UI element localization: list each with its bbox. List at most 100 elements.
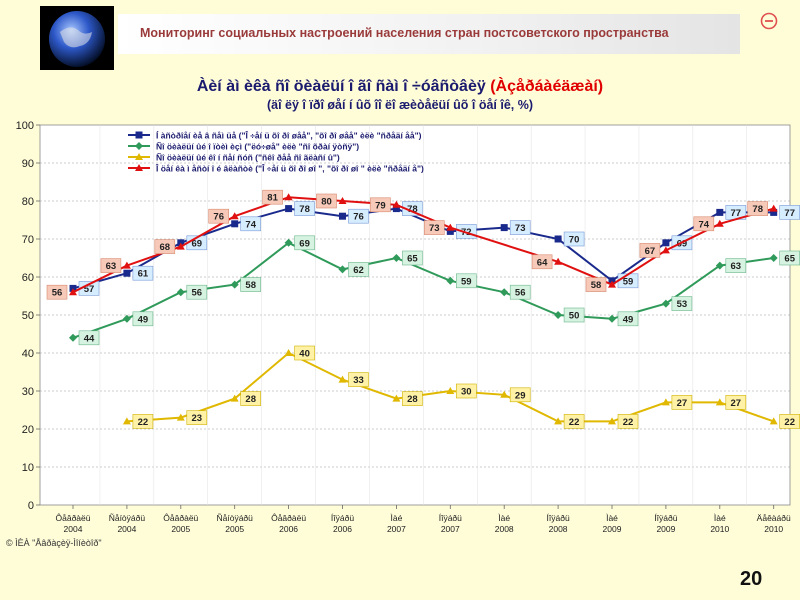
x-tick-label: Íîÿáðü 2009: [654, 513, 677, 534]
legend-marker: [135, 164, 143, 171]
data-label-box: [563, 307, 585, 323]
data-point: [392, 394, 401, 402]
data-label: 56: [192, 288, 203, 299]
x-tick-label: Íîÿáðü 2007: [439, 513, 462, 534]
globe-icon: [40, 6, 114, 70]
data-label: 27: [731, 398, 742, 409]
data-label: 50: [569, 311, 580, 322]
x-tick-label: Ñåíòÿáðü 2004: [109, 513, 146, 534]
page-number: 20: [740, 568, 763, 590]
data-label-box: [294, 345, 315, 361]
data-label: 49: [138, 314, 149, 325]
data-label-box: [693, 216, 715, 232]
data-point: [392, 200, 401, 208]
data-point: [176, 288, 185, 297]
data-label: 77: [784, 208, 795, 219]
y-tick-label: 100: [16, 120, 34, 132]
data-label: 68: [160, 242, 171, 253]
data-label: 64: [537, 257, 548, 268]
data-label-box: [402, 391, 423, 406]
data-point: [122, 417, 131, 425]
data-label: 67: [645, 246, 656, 257]
x-tick-label: Ôåâðàëü 2005: [163, 513, 198, 534]
data-label: 44: [84, 333, 95, 344]
data-label: 56: [52, 288, 63, 299]
x-tick-label: Ôåâðàëü 2006: [271, 513, 306, 534]
data-label-box: [639, 243, 661, 258]
data-point: [769, 417, 778, 425]
data-label: 27: [677, 398, 688, 409]
data-label-box: [154, 239, 176, 254]
data-label-box: [100, 258, 122, 273]
return-circle-icon[interactable]: [760, 12, 778, 30]
data-point: [122, 261, 131, 269]
data-label-box: [132, 265, 154, 281]
data-label-box: [617, 414, 639, 429]
data-label-box: [240, 216, 261, 232]
data-point: [176, 242, 185, 250]
data-label: 81: [267, 193, 278, 204]
data-label: 59: [461, 276, 472, 287]
y-tick-label: 70: [22, 234, 34, 246]
source-note: © ÌÈÀ "Åâðàçèÿ-Ìîíèòîð": [6, 538, 102, 548]
data-point: [608, 314, 616, 323]
data-point: [662, 239, 670, 247]
data-label: 69: [677, 238, 688, 249]
data-label: 78: [752, 204, 763, 215]
data-point: [554, 235, 562, 243]
data-label: 58: [591, 280, 602, 291]
y-tick-label: 0: [28, 500, 34, 512]
data-label-box: [455, 273, 477, 289]
data-label: 30: [461, 387, 472, 398]
data-label-box: [186, 410, 208, 425]
data-label-box: [402, 250, 423, 266]
data-point: [554, 257, 563, 265]
x-tick-label: Ìàé 2009: [603, 513, 622, 534]
x-tick-label: Ìàé 2008: [495, 513, 514, 534]
chart-subtitle: (äî ëÿ î ïðî øåí í ûõ îî ëî æèòåëüí ûõ î…: [266, 98, 534, 112]
data-label: 76: [353, 212, 364, 223]
data-label: 63: [106, 261, 117, 272]
y-tick-label: 20: [22, 424, 34, 436]
data-label-box: [509, 284, 531, 300]
data-point: [123, 269, 131, 277]
header-band: [118, 14, 740, 54]
data-label: 40: [299, 349, 310, 360]
data-point: [69, 288, 77, 296]
x-tick-label: Ôåâðàëü 2004: [56, 513, 91, 534]
data-point: [554, 311, 563, 319]
data-point: [500, 390, 509, 398]
data-label: 22: [623, 417, 634, 428]
legend-marker: [135, 153, 143, 160]
legend-marker: [135, 142, 143, 150]
y-tick-label: 10: [22, 462, 34, 474]
data-label: 56: [515, 288, 526, 299]
data-point: [446, 223, 455, 231]
data-label-box: [348, 208, 369, 224]
x-tick-label: Ìàé 2010: [710, 513, 729, 534]
data-label: 79: [375, 200, 386, 211]
data-label-box: [563, 231, 585, 247]
y-tick-label: 90: [22, 158, 34, 170]
chart-title-highlight: (Àçåðáàéäæàí): [490, 78, 604, 95]
x-tick-label: Ìàé 2007: [387, 513, 406, 534]
data-point: [284, 349, 293, 356]
data-label-box: [509, 220, 531, 235]
data-label-box: [455, 383, 477, 399]
data-point: [715, 398, 724, 406]
x-tick-label: Íîÿáðü 2006: [331, 513, 354, 534]
data-point: [339, 212, 346, 220]
data-point: [715, 219, 724, 227]
data-label-box: [671, 395, 693, 410]
data-point: [715, 261, 724, 270]
data-label-box: [208, 208, 229, 224]
data-point: [661, 398, 670, 406]
data-label-box: [132, 414, 154, 429]
data-label: 57: [84, 284, 95, 295]
data-label: 69: [299, 238, 310, 249]
data-label-box: [423, 220, 445, 235]
data-label-box: [725, 258, 747, 273]
x-tick-label: Íîÿáðü 2008: [547, 513, 570, 534]
data-point: [446, 387, 455, 394]
